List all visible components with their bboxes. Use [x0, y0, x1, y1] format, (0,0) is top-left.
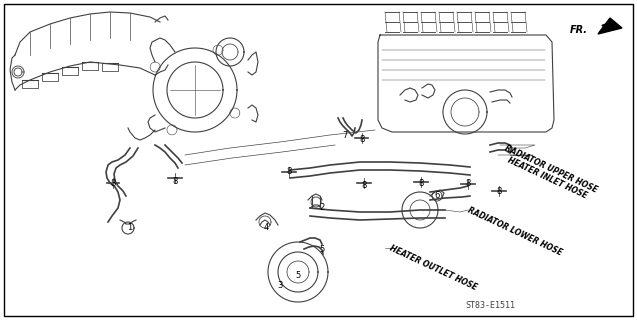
Text: 3: 3: [277, 282, 283, 291]
Text: 8: 8: [359, 135, 365, 145]
Text: 8: 8: [496, 187, 502, 196]
Text: 8: 8: [465, 180, 471, 188]
Text: FR.: FR.: [570, 25, 588, 35]
Text: HEATER INLET HOSE: HEATER INLET HOSE: [506, 156, 589, 201]
Text: 8: 8: [286, 167, 292, 177]
Text: 8: 8: [419, 180, 424, 188]
Text: ST83-E1511: ST83-E1511: [465, 300, 515, 309]
Text: 8: 8: [110, 179, 116, 188]
Text: 7: 7: [342, 131, 348, 140]
Polygon shape: [598, 18, 622, 34]
Text: RADIATOR LOWER HOSE: RADIATOR LOWER HOSE: [466, 206, 564, 258]
Text: 5: 5: [319, 245, 325, 254]
Text: 2: 2: [319, 203, 325, 212]
Text: RADIATOR UPPER HOSE: RADIATOR UPPER HOSE: [503, 144, 599, 195]
Text: 5: 5: [296, 271, 301, 281]
Text: 8: 8: [361, 180, 367, 189]
Text: 4: 4: [263, 223, 269, 233]
Text: 6: 6: [434, 191, 440, 201]
Text: 8: 8: [173, 178, 178, 187]
Text: HEATER OUTLET HOSE: HEATER OUTLET HOSE: [388, 244, 478, 292]
Text: 1: 1: [127, 223, 132, 233]
